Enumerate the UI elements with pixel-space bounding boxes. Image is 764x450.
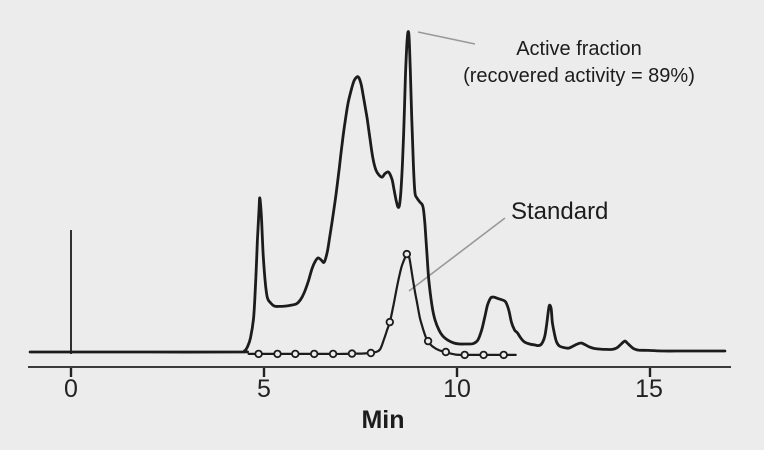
standard-callout: Standard	[511, 198, 609, 225]
standard-leader-line	[408, 217, 506, 292]
standard-data-marker	[254, 349, 263, 359]
standard-data-marker	[423, 336, 433, 346]
standard-data-marker	[347, 349, 357, 358]
x-axis-title: Min	[361, 406, 405, 434]
active-fraction-callout: Active fraction (recovered activity = 89…	[447, 36, 711, 90]
active-fraction-label-line1: Active fraction	[516, 38, 642, 60]
x-tick-label-0: 0	[64, 375, 78, 403]
active-fraction-trace	[28, 30, 727, 354]
standard-data-marker	[402, 249, 411, 259]
x-tick-label-15: 15	[635, 375, 663, 403]
active-fraction-label-line2: (recovered activity = 89%)	[463, 65, 695, 87]
active-fraction-leader-line	[417, 31, 476, 45]
standard-data-marker	[366, 348, 376, 358]
standard-data-marker	[328, 349, 338, 359]
x-tick-label-5: 5	[257, 375, 271, 403]
standard-data-marker	[273, 349, 282, 359]
standard-data-marker	[441, 347, 450, 357]
standard-data-marker	[291, 349, 300, 359]
standard-data-marker	[499, 350, 508, 360]
standard-data-marker	[460, 350, 469, 360]
standard-data-marker	[479, 350, 488, 360]
standard-data-marker	[385, 317, 394, 327]
standard-data-marker	[310, 349, 319, 359]
x-tick-label-10: 10	[443, 375, 471, 403]
